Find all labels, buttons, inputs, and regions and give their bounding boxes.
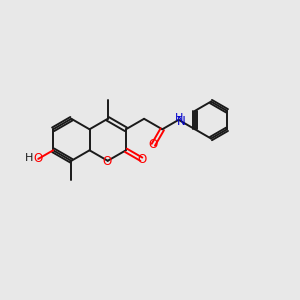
Text: O: O xyxy=(34,152,43,165)
Text: O: O xyxy=(103,155,112,168)
Text: O: O xyxy=(137,153,147,166)
Text: H: H xyxy=(25,153,33,163)
Text: N: N xyxy=(177,115,185,128)
Text: O: O xyxy=(149,138,158,151)
Text: H: H xyxy=(175,112,183,122)
